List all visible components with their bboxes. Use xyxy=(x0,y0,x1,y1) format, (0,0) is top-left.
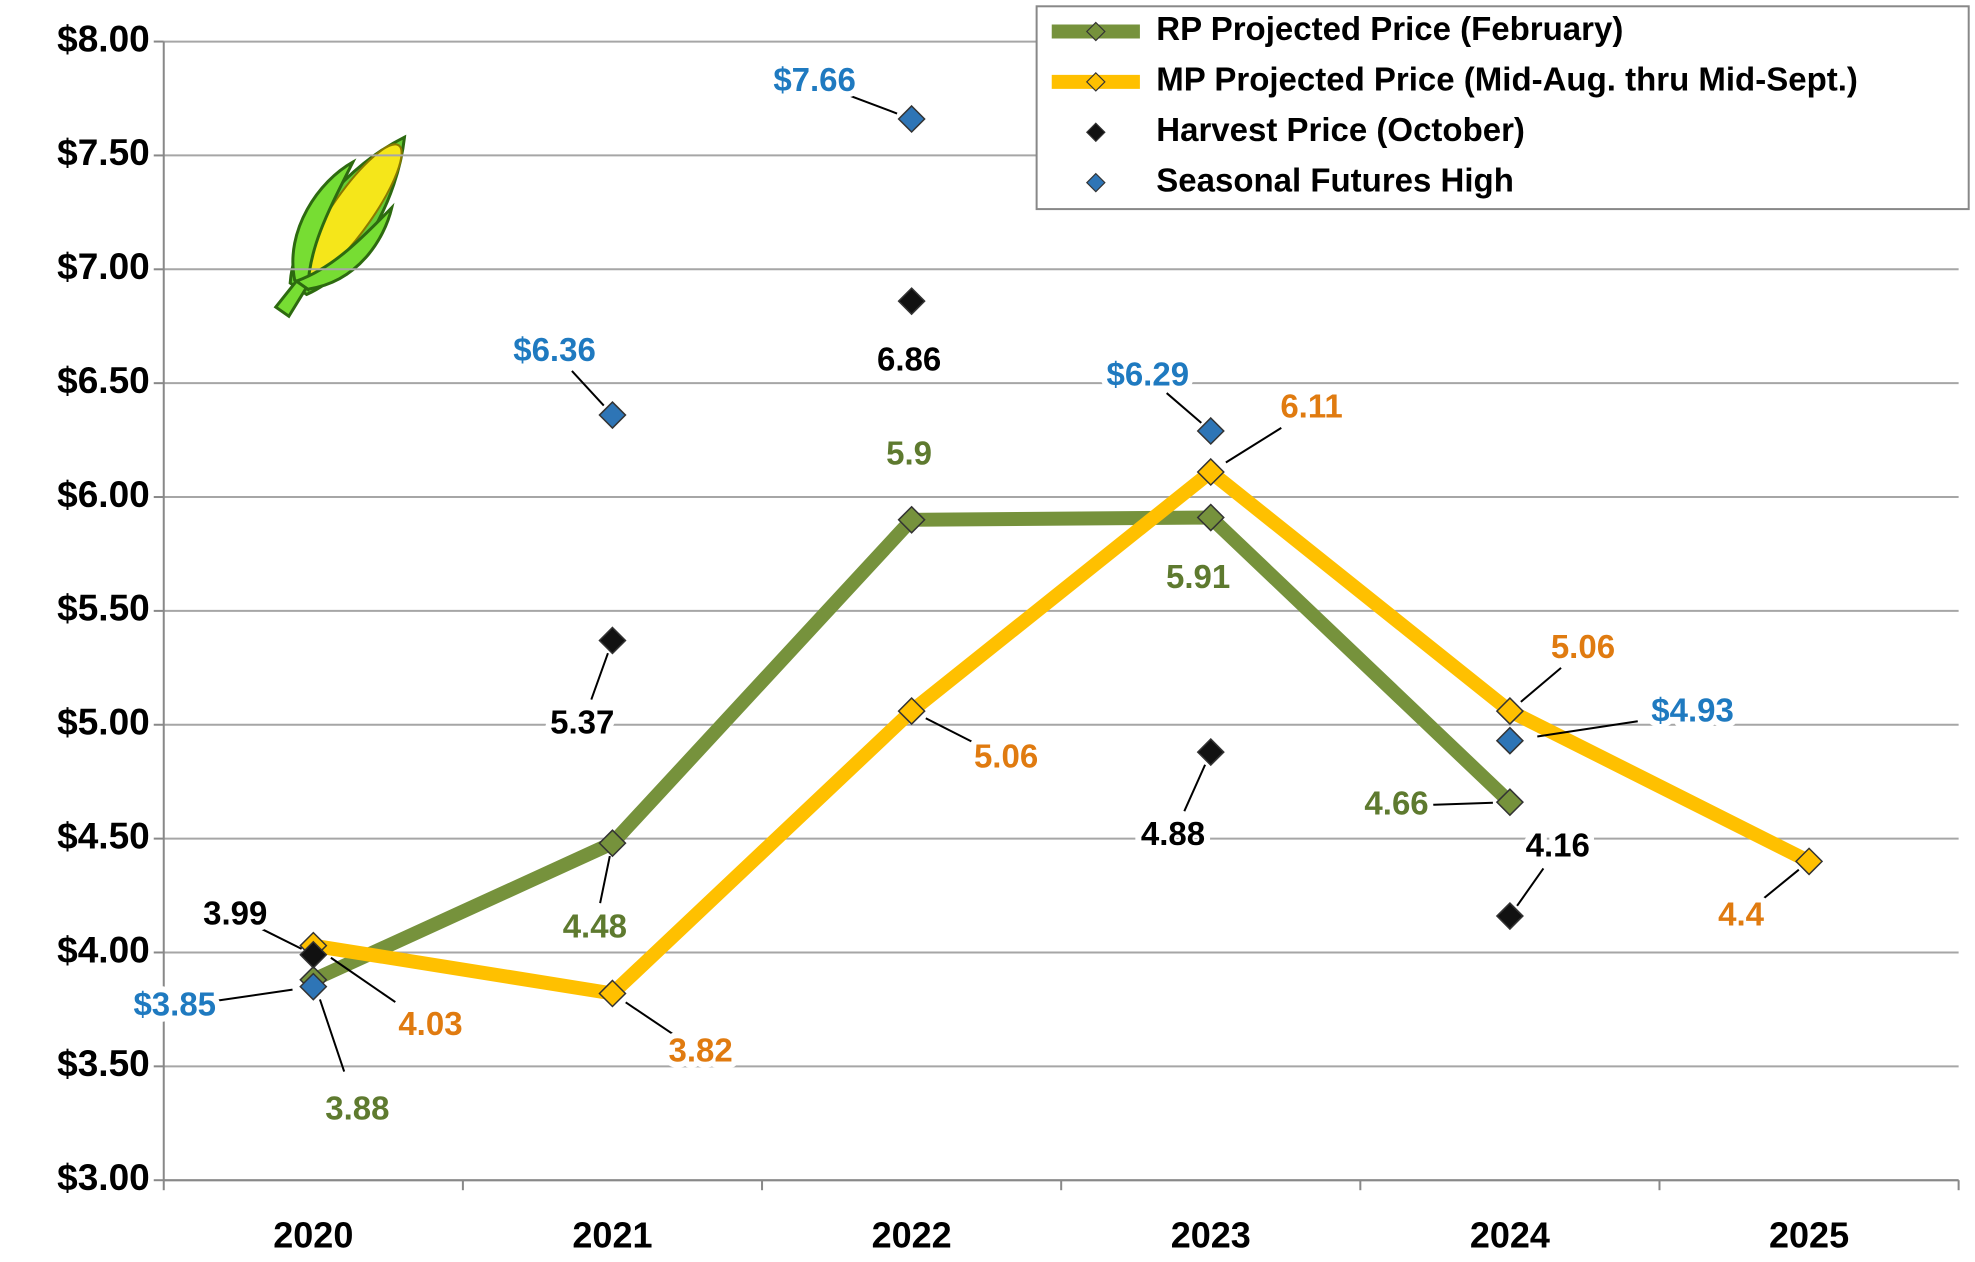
leader-line xyxy=(926,718,978,744)
y-tick-label: $3.50 xyxy=(57,1043,150,1084)
leader-line xyxy=(216,990,292,1001)
y-tick-label: $5.00 xyxy=(57,702,150,743)
marker xyxy=(1497,728,1523,754)
data-label: 4.88 xyxy=(1141,815,1205,852)
legend-label: RP Projected Price (February) xyxy=(1156,10,1623,47)
y-tick-label: $5.50 xyxy=(57,588,150,629)
data-label: $3.85 xyxy=(133,986,216,1023)
x-tick-label: 2023 xyxy=(1171,1215,1251,1256)
y-tick-label: $7.00 xyxy=(57,246,150,287)
leader-line xyxy=(600,856,610,903)
y-tick-label: $4.50 xyxy=(57,815,150,856)
leader-line xyxy=(1761,870,1798,900)
chart: $3.00 $3.50 $4.00 $4.50 $5.00 $5.50 $6.00 $6.50… xyxy=(0,0,1975,1262)
data-label: 4.03 xyxy=(398,1005,462,1042)
leader-line xyxy=(626,1002,674,1035)
y-tick-label: $6.50 xyxy=(57,360,150,401)
data-label: $6.29 xyxy=(1106,356,1189,393)
data-label: 3.88 xyxy=(325,1090,389,1127)
y-tick-label: $4.00 xyxy=(57,929,150,970)
leader-line xyxy=(1226,428,1281,463)
y-tick-label: $8.00 xyxy=(57,18,150,59)
leader-line xyxy=(1517,868,1543,905)
data-label: 5.9 xyxy=(886,434,932,471)
marker xyxy=(899,106,925,132)
data-label: 6.11 xyxy=(1280,388,1342,425)
marker xyxy=(1497,903,1523,929)
x-tick-label: 2022 xyxy=(872,1215,952,1256)
x-tick-label: 2021 xyxy=(572,1215,652,1256)
data-label: 5.06 xyxy=(1551,628,1615,665)
data-label: 4.4 xyxy=(1718,896,1765,933)
data-label: $4.93 xyxy=(1651,692,1734,729)
leader-line xyxy=(1184,765,1205,811)
marker xyxy=(899,288,925,314)
y-tick-label: $6.00 xyxy=(57,474,150,515)
leader-line xyxy=(320,999,344,1071)
leader-line xyxy=(591,653,608,699)
data-label: 4.16 xyxy=(1526,827,1590,864)
leader-line xyxy=(572,371,604,406)
leader-line xyxy=(1167,393,1202,423)
data-label: 5.37 xyxy=(550,704,614,741)
x-tick-label: 2020 xyxy=(273,1215,353,1256)
data-label: 4.66 xyxy=(1364,785,1428,822)
leader-line xyxy=(1431,803,1493,805)
leader-line xyxy=(1521,668,1561,702)
y-tick-label: $3.00 xyxy=(57,1157,150,1198)
marker xyxy=(1198,739,1224,765)
legend-label: Seasonal Futures High xyxy=(1156,161,1514,198)
series-line xyxy=(313,472,1809,994)
data-label: 5.06 xyxy=(974,738,1038,775)
y-tick-label: $7.50 xyxy=(57,132,150,173)
data-label: 6.86 xyxy=(877,340,941,377)
corn-icon xyxy=(250,115,435,334)
data-label: 4.48 xyxy=(563,908,627,945)
legend-label: Harvest Price (October) xyxy=(1156,111,1525,148)
x-tick-label: 2024 xyxy=(1470,1215,1550,1256)
legend-label: MP Projected Price (Mid-Aug. thru Mid-Se… xyxy=(1156,61,1858,98)
data-label: $7.66 xyxy=(773,61,856,98)
data-label: $6.36 xyxy=(513,331,596,368)
marker xyxy=(599,627,625,653)
data-label: 3.99 xyxy=(203,894,267,931)
data-label: 5.91 xyxy=(1166,558,1230,595)
series-line xyxy=(313,518,1510,980)
x-tick-label: 2025 xyxy=(1769,1215,1849,1256)
data-label: 3.82 xyxy=(669,1031,733,1068)
